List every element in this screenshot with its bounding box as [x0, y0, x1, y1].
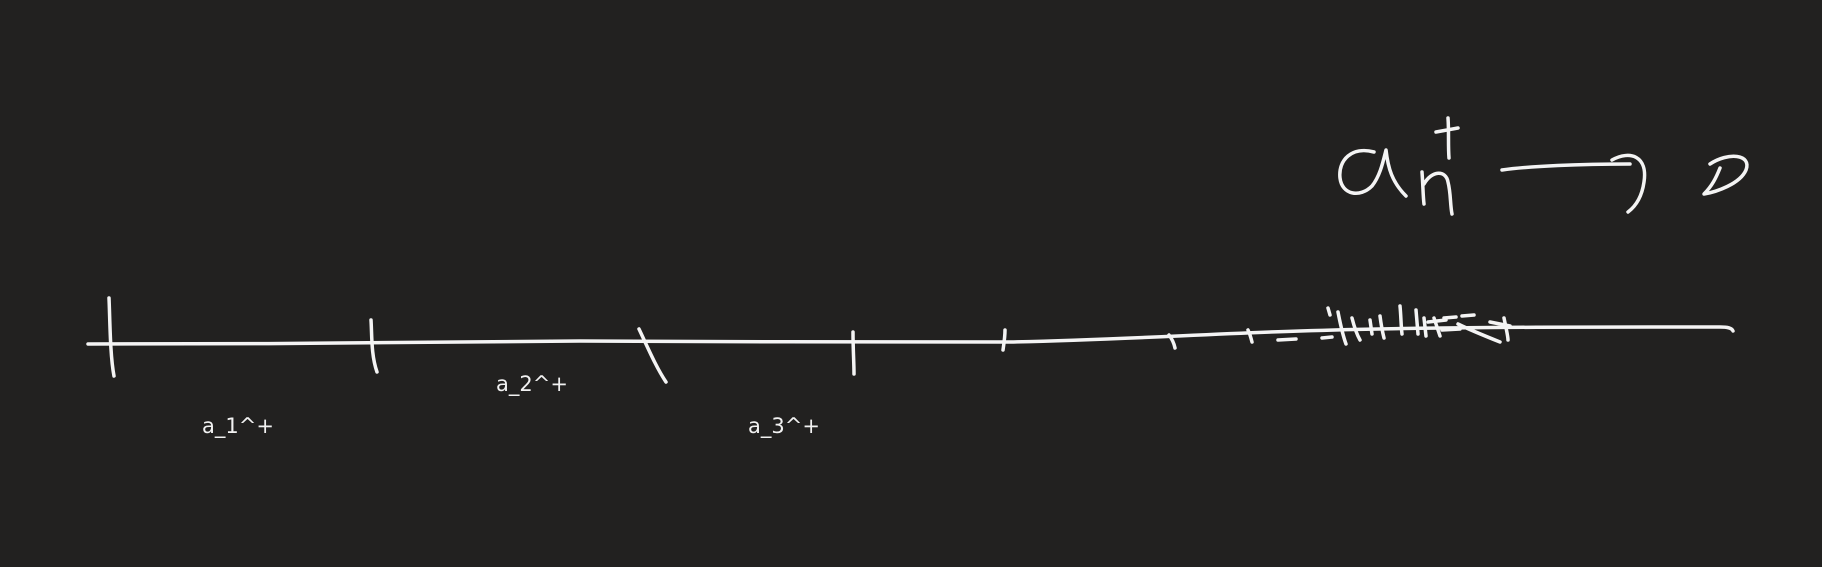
tick-mark: [1276, 337, 1298, 342]
tick-mark: [1456, 322, 1502, 344]
tick-mark: [851, 330, 856, 376]
letter-n: [1420, 170, 1454, 216]
arrow: [1500, 153, 1647, 214]
label-a1-plus: a_1^+: [202, 414, 274, 438]
limit-annotation: [1338, 116, 1749, 216]
tick-mark: [637, 327, 668, 384]
tick-mark: [1426, 318, 1448, 324]
letter-a: [1338, 148, 1408, 198]
number-line: [86, 325, 1735, 346]
tick-mark: [1336, 310, 1348, 346]
tick-mark: [1422, 316, 1428, 338]
tick-mark: [369, 318, 379, 374]
tick-mark: [1368, 318, 1374, 336]
tick-mark: [1326, 306, 1332, 317]
tick-mark: [1398, 304, 1404, 336]
tick-mark: [107, 296, 116, 378]
tick-mark: [1502, 316, 1510, 342]
tick-mark: [1246, 328, 1254, 344]
digit-zero: [1702, 154, 1749, 196]
tick-mark: [1432, 316, 1442, 338]
tick-mark: [1167, 333, 1177, 350]
tick-mark: [1001, 328, 1007, 352]
tick-mark: [1414, 308, 1420, 336]
tick-mark: [1350, 316, 1362, 342]
tick-mark: [1460, 313, 1476, 318]
plus-superscript: [1434, 116, 1460, 160]
tick-mark: [1378, 314, 1386, 340]
tick-mark: [1440, 327, 1462, 332]
label-a2-plus: a_2^+: [496, 372, 568, 396]
tick-mark: [1320, 335, 1334, 340]
tick-mark: [1442, 315, 1458, 320]
label-a3-plus: a_3^+: [748, 414, 820, 438]
